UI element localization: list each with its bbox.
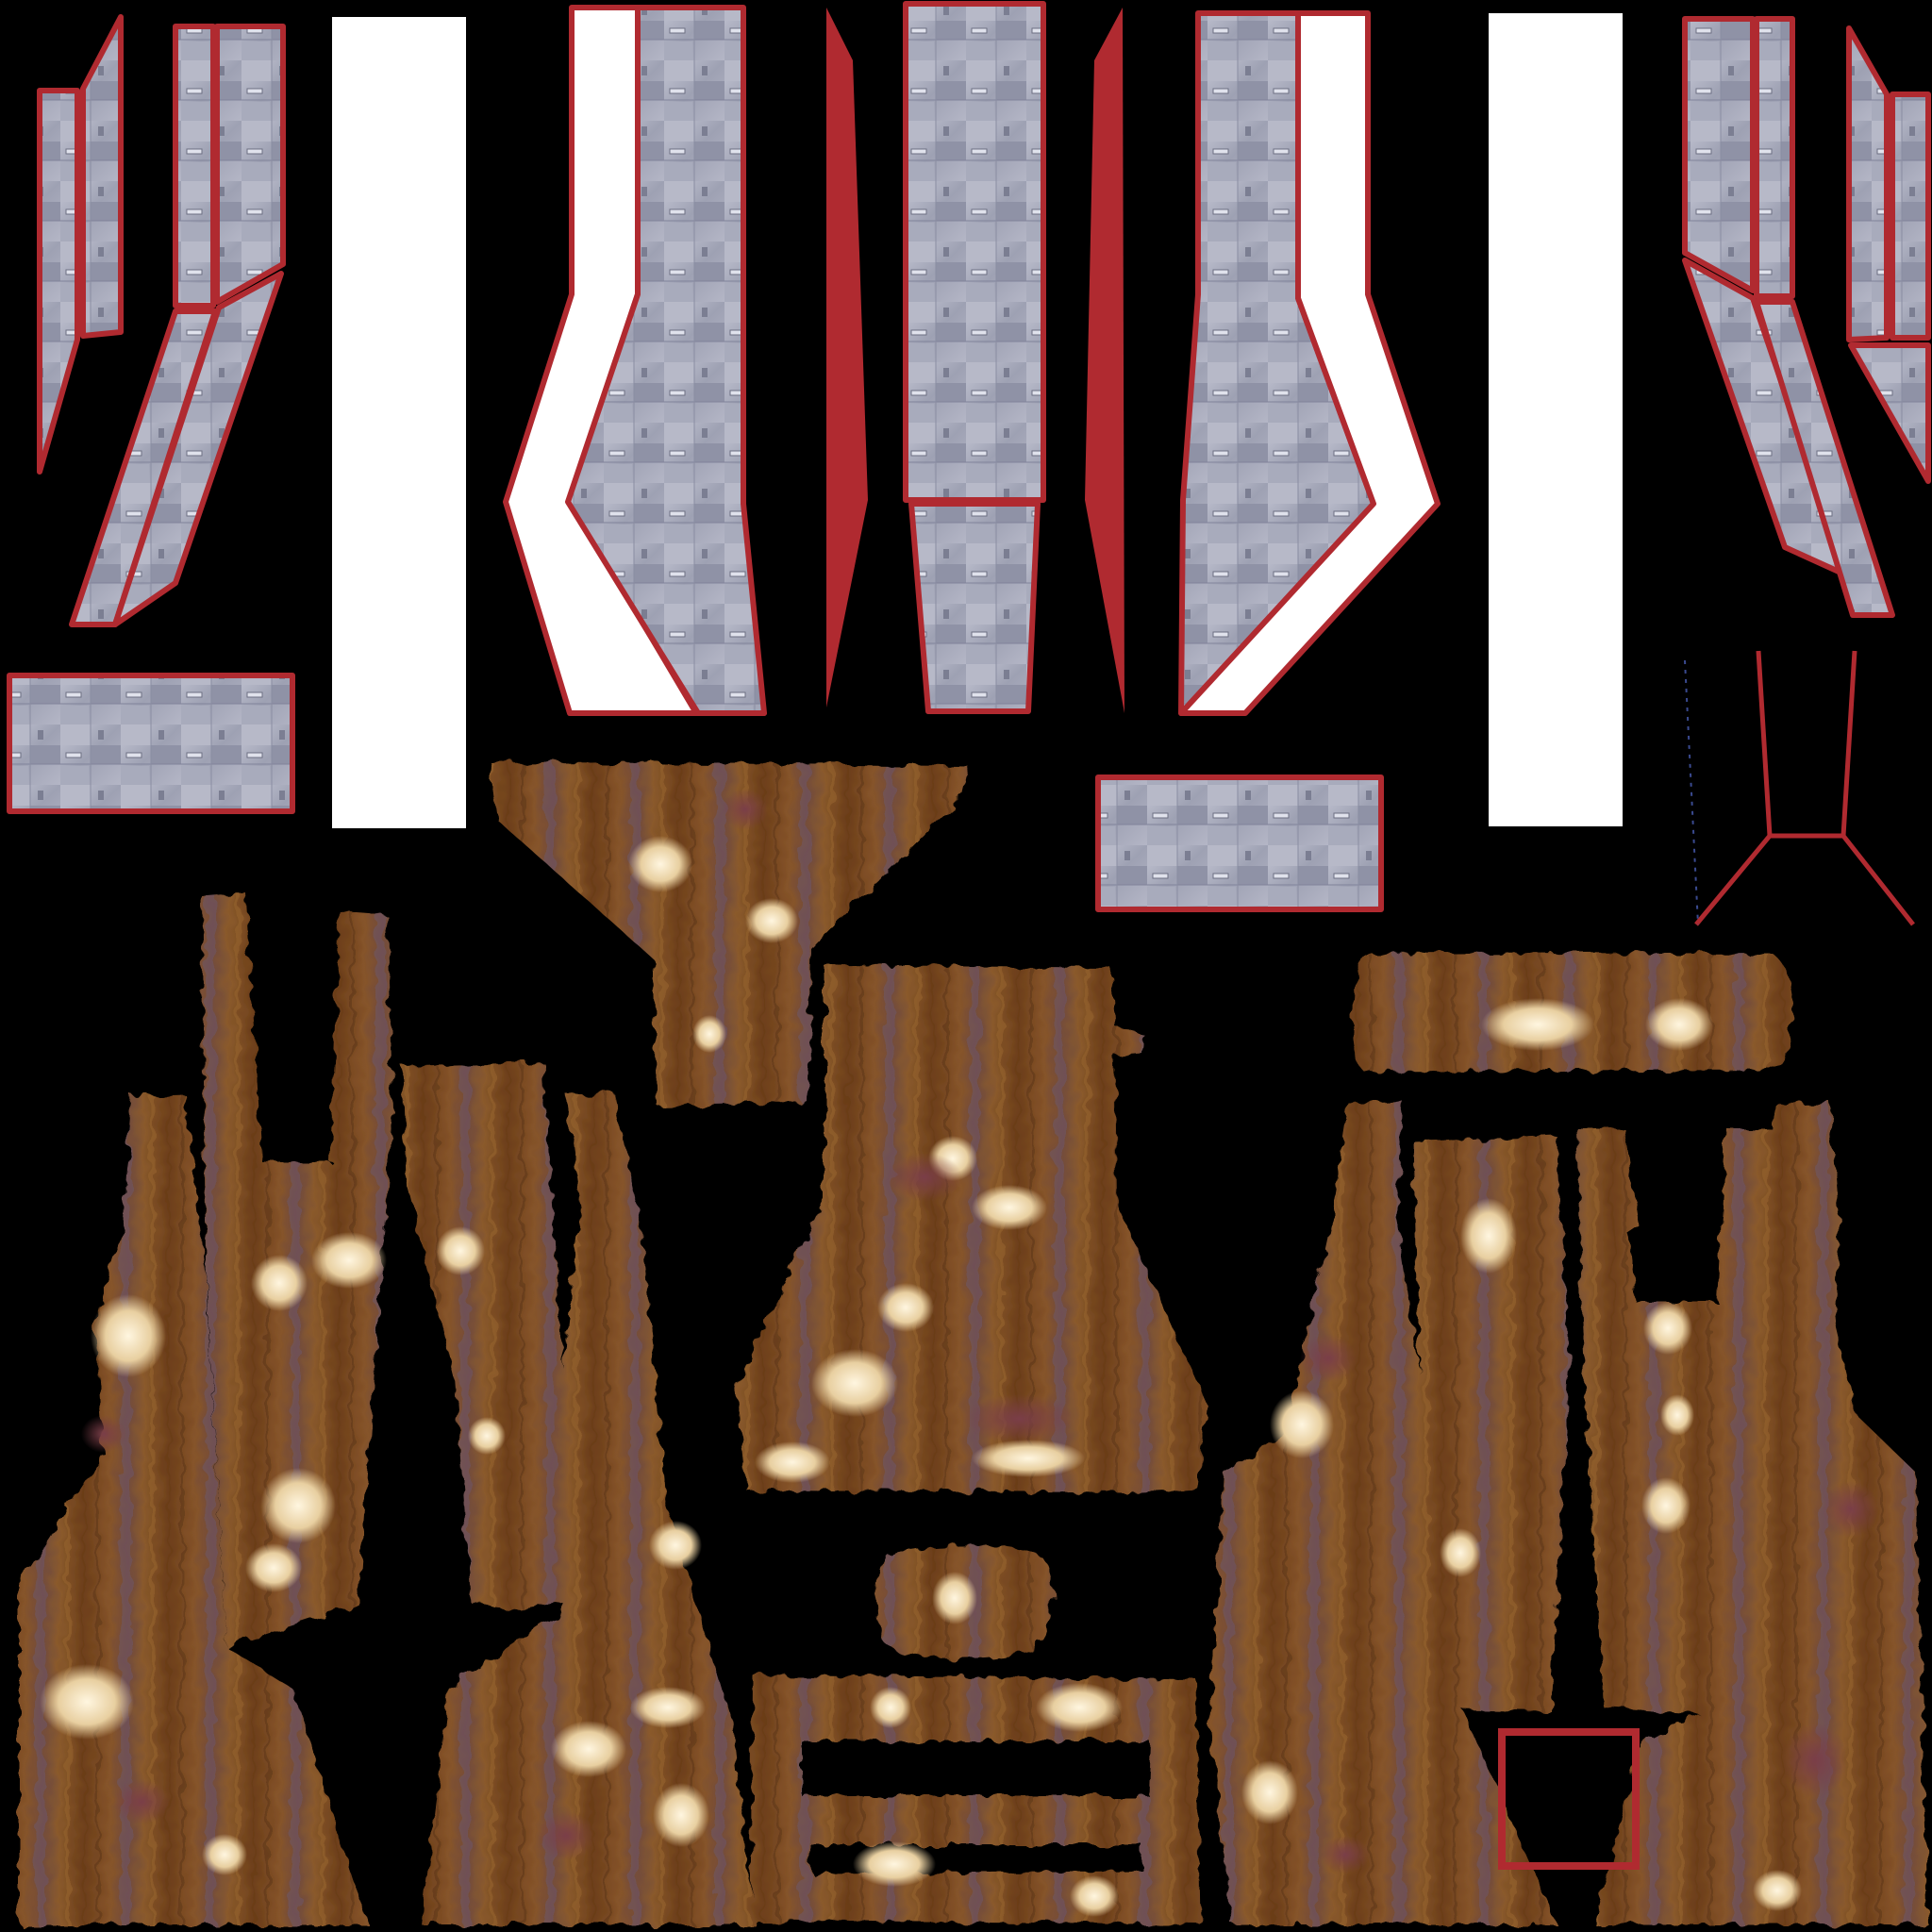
metal-panel-center [903, 1, 1046, 503]
white-panel [1489, 13, 1623, 826]
metal-panel-horizontal [1095, 774, 1384, 912]
white-bent-panel [1178, 10, 1441, 716]
wood-pieces [19, 762, 1928, 1924]
metal-panel-strip [1682, 16, 1756, 293]
metal-panel-strip [1846, 25, 1890, 342]
red-wireframe [1694, 650, 1915, 926]
metal-panel-diagonal [1754, 299, 1895, 618]
wood-wear-spots [40, 789, 1879, 1917]
red-square-outline [1498, 1728, 1640, 1870]
red-sliver [826, 8, 868, 708]
metal-panel-diagonal [112, 271, 284, 627]
wood-piece [1594, 1102, 1928, 1924]
metal-bent-panel [565, 5, 767, 716]
metal-panel-strip [1848, 342, 1931, 484]
metal-panel-strip [214, 24, 286, 305]
metal-panel-strip [37, 88, 80, 475]
metal-panel-strip [173, 24, 216, 308]
metal-panel-center-lower [908, 501, 1041, 714]
metal-panel-strip [1754, 16, 1795, 299]
metal-panel-strip [80, 14, 124, 339]
wood-piece [402, 1062, 564, 1609]
wood-piece [1209, 1102, 1557, 1924]
wood-piece [751, 1675, 1200, 1924]
red-sliver [1085, 8, 1124, 713]
metal-panels [7, 1, 1931, 912]
wood-piece [491, 762, 968, 1106]
blue-guide-line [1684, 659, 1699, 925]
white-panel [332, 17, 466, 828]
metal-panel-horizontal [7, 673, 295, 814]
metal-panel-strip [1890, 92, 1931, 341]
